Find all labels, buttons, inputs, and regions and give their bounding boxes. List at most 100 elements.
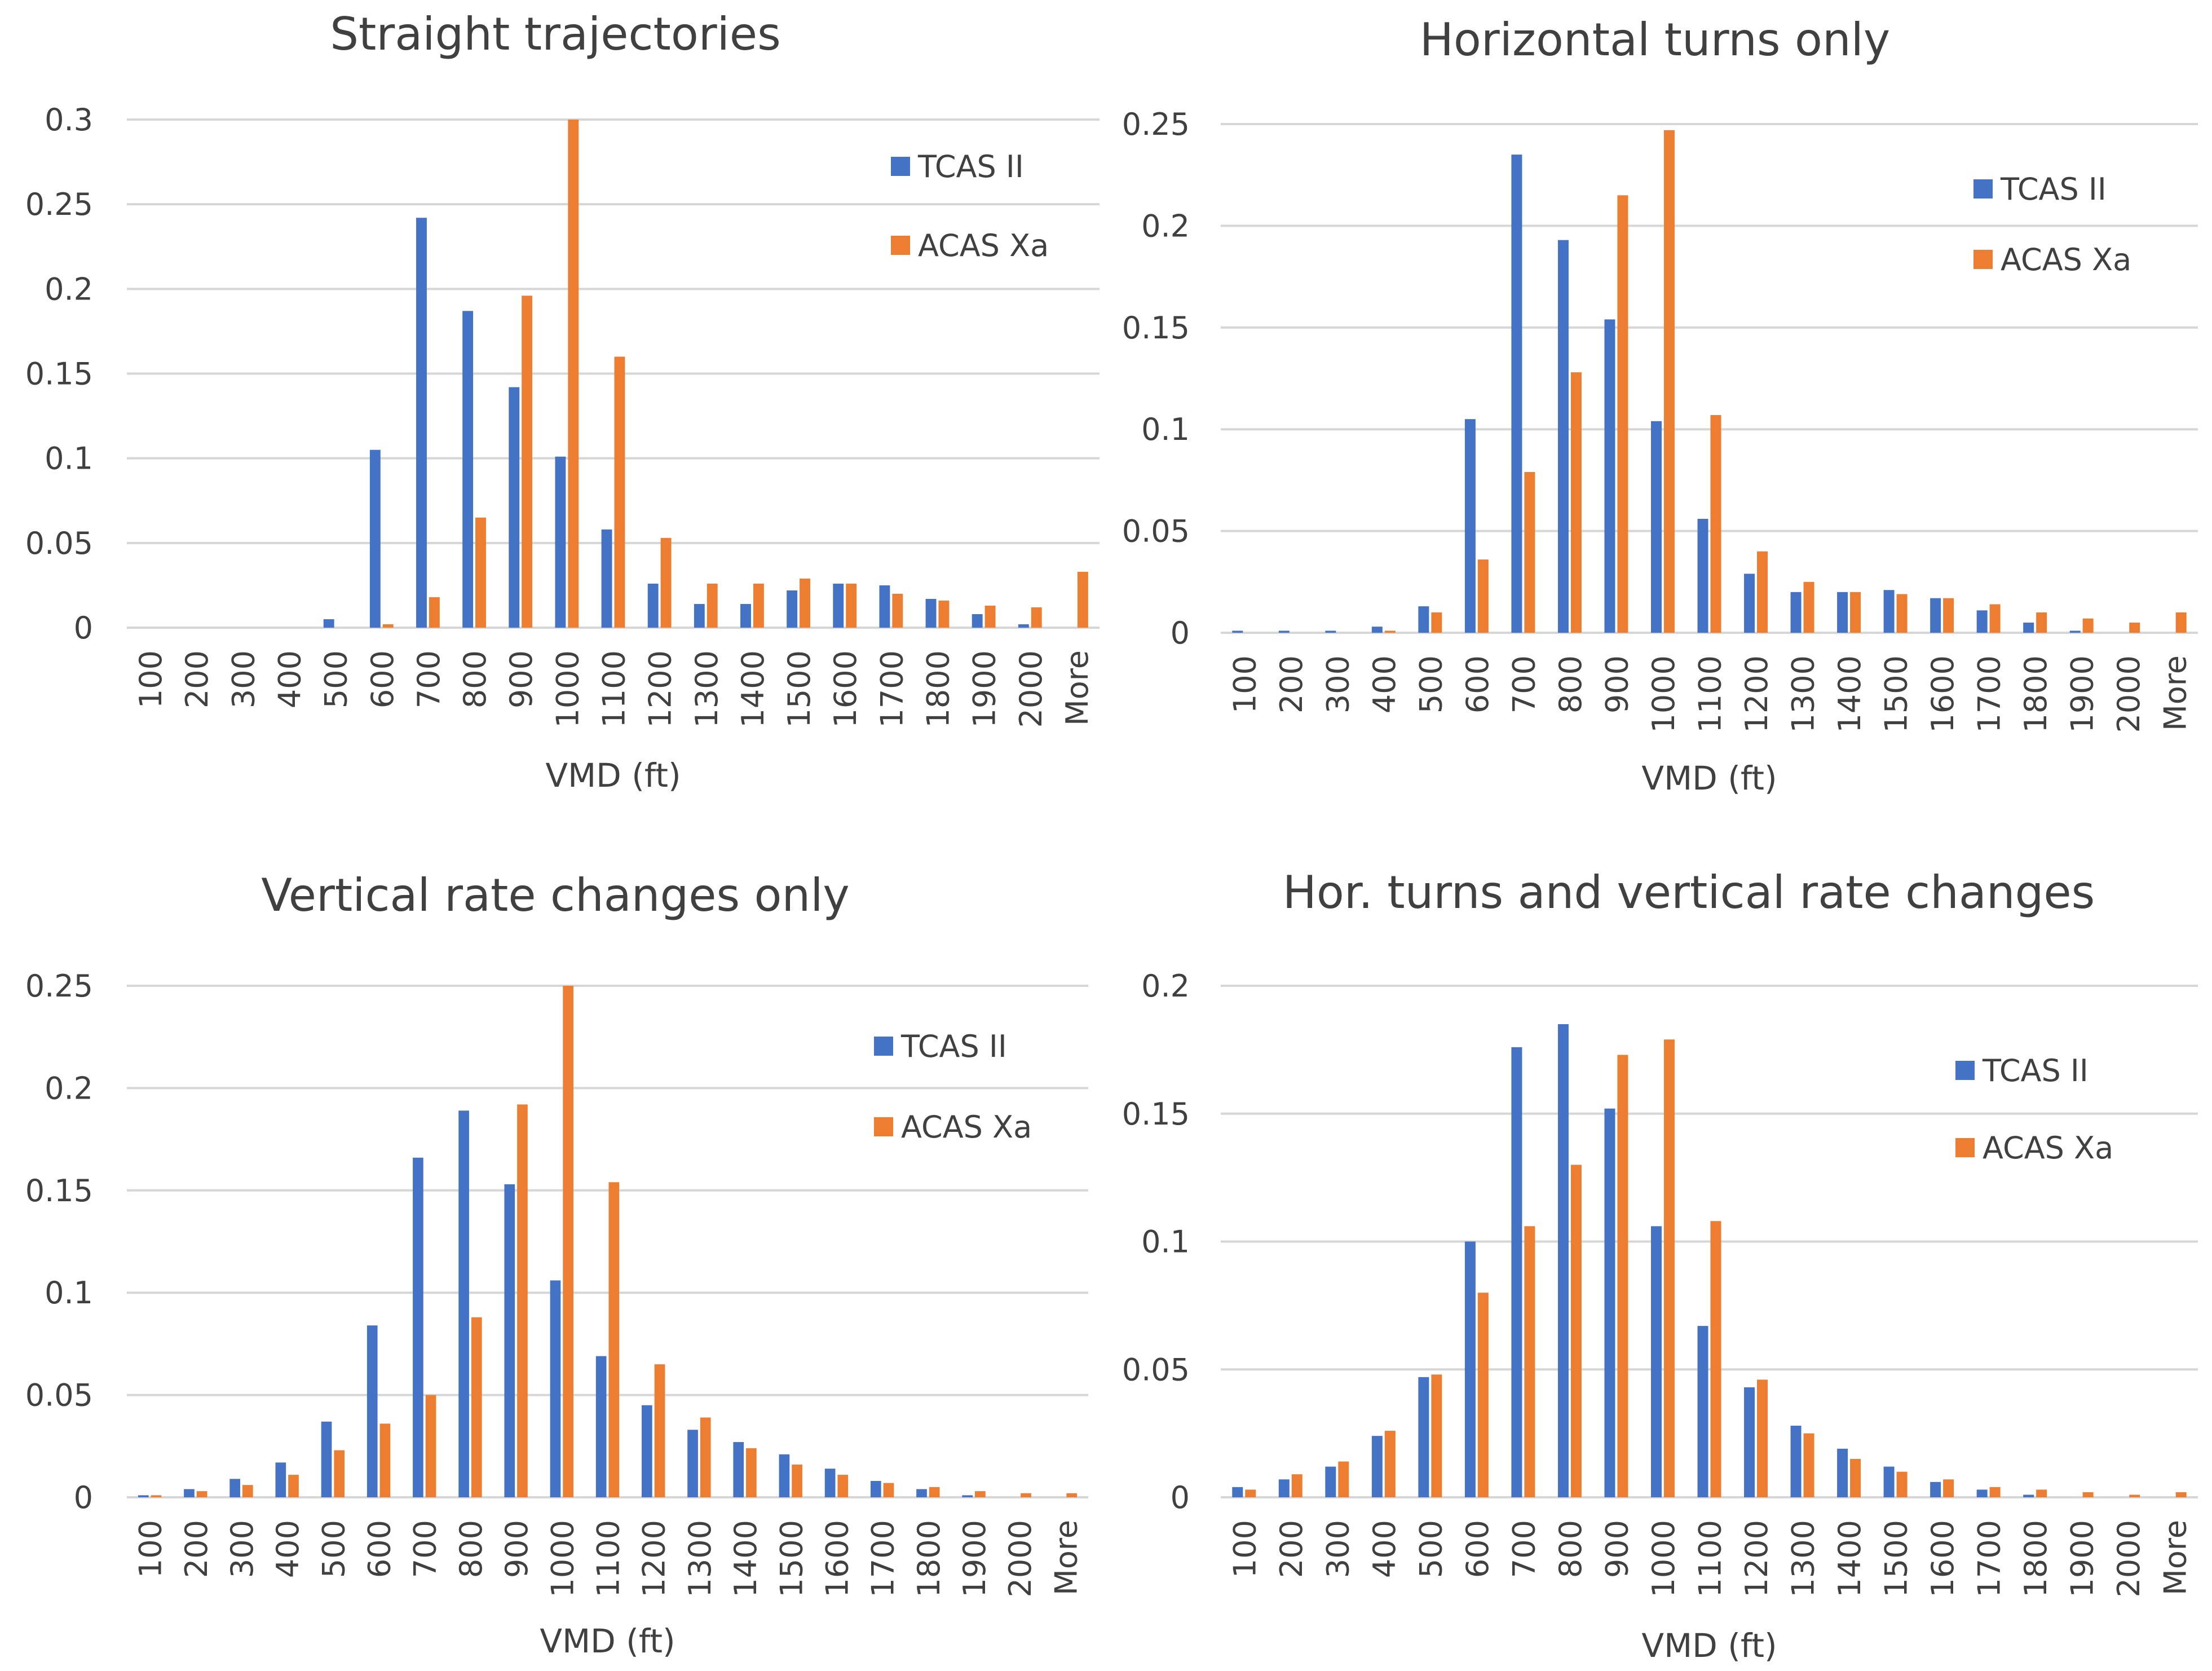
x-tick-label: 1800 — [2018, 655, 2054, 733]
bar-acas-xa — [2175, 612, 2187, 633]
legend-label: TCAS II — [2000, 171, 2107, 207]
bar-tcas-ii — [2023, 1494, 2034, 1497]
x-tick-label: 700 — [1506, 655, 1542, 713]
y-tick-label: 0.25 — [25, 968, 93, 1004]
bar-tcas-ii — [504, 1184, 515, 1497]
x-tick-label: 1800 — [911, 1520, 947, 1597]
x-tick-label: 2000 — [1013, 650, 1049, 728]
bar-acas-xa — [1570, 372, 1582, 633]
bar-acas-xa — [1524, 471, 1535, 633]
x-tick-label: 800 — [1553, 1520, 1588, 1578]
x-tick-label: 400 — [270, 1520, 306, 1578]
x-tick-label: 1400 — [735, 650, 771, 728]
bar-tcas-ii — [1837, 592, 1848, 633]
bar-acas-xa — [1066, 1493, 1078, 1497]
x-tick-label: 1300 — [1786, 1520, 1821, 1597]
x-tick-label: 900 — [1599, 1520, 1635, 1578]
bar-acas-xa — [1803, 581, 1814, 633]
bar-tcas-ii — [1790, 592, 1802, 633]
y-tick-label: 0.1 — [1141, 412, 1190, 447]
bar-acas-xa — [1757, 1379, 1768, 1497]
legend-swatch-tcas-ii — [891, 157, 910, 176]
x-tick-label: 1600 — [1925, 1520, 1961, 1597]
bar-acas-xa — [792, 1464, 802, 1497]
bar-acas-xa — [563, 986, 573, 1497]
bar-tcas-ii — [1325, 631, 1336, 633]
y-tick-label: 0 — [1171, 1480, 1190, 1515]
bar-tcas-ii — [555, 456, 566, 628]
x-tick-label: 400 — [272, 650, 308, 708]
bar-acas-xa — [1850, 592, 1861, 633]
bar-tcas-ii — [1837, 1448, 1848, 1497]
bar-tcas-ii — [550, 1280, 561, 1497]
bar-tcas-ii — [509, 387, 520, 628]
bar-acas-xa — [2129, 622, 2140, 633]
bar-tcas-ii — [647, 583, 659, 628]
x-tick-label: More — [1059, 650, 1095, 726]
x-tick-label: 100 — [133, 650, 169, 708]
x-tick-label: 1000 — [1646, 655, 1681, 733]
x-tick-label: 700 — [411, 650, 447, 708]
legend: TCAS II ACAS Xa — [891, 149, 1049, 263]
x-tick-label: 1000 — [545, 1520, 580, 1597]
x-tick-label: 300 — [226, 650, 261, 708]
bar-tcas-ii — [1418, 1377, 1429, 1497]
bar-acas-xa — [2082, 618, 2094, 633]
bar-tcas-ii — [458, 1110, 469, 1497]
legend-swatch-acas-xa — [1973, 250, 1993, 269]
bar-acas-xa — [471, 1317, 482, 1497]
x-tick-label: 1200 — [1739, 1520, 1774, 1597]
legend-swatch-tcas-ii — [1973, 179, 1993, 199]
x-tick-label: 800 — [457, 650, 493, 708]
x-tick-label: More — [2158, 1520, 2193, 1595]
y-tick-label: 0.25 — [25, 187, 93, 222]
bar-tcas-ii — [733, 1442, 744, 1497]
x-tick-label: 800 — [1553, 655, 1588, 713]
bar-acas-xa — [800, 578, 810, 628]
bar-acas-xa — [846, 583, 857, 628]
bar-acas-xa — [151, 1495, 162, 1497]
y-tick-label: 0.1 — [45, 441, 93, 477]
bar-tcas-ii — [1418, 606, 1429, 633]
x-axis-label: VMD (ft) — [545, 756, 681, 795]
y-tick-label: 0.25 — [1122, 107, 1190, 142]
x-tick-label: 1400 — [728, 1520, 763, 1597]
bar-acas-xa — [1803, 1433, 1814, 1497]
bar-acas-xa — [1617, 1055, 1628, 1497]
bar-tcas-ii — [1511, 1047, 1522, 1497]
bar-tcas-ii — [1232, 1487, 1243, 1497]
x-tick-label: 1100 — [1693, 655, 1728, 733]
x-tick-label: 1700 — [866, 1520, 901, 1597]
x-tick-label: 1000 — [1646, 1520, 1681, 1597]
x-tick-label: 700 — [408, 1520, 443, 1578]
bar-acas-xa — [1291, 1474, 1303, 1497]
y-tick-label: 0.05 — [1122, 514, 1190, 549]
bar-tcas-ii — [833, 583, 844, 628]
chart-3: Vertical rate changes only 0 0.05 0.1 0.15 0.… — [25, 869, 1088, 1660]
bar-tcas-ii — [870, 1480, 881, 1497]
bar-acas-xa — [429, 597, 440, 628]
bar-tcas-ii — [1511, 155, 1522, 633]
x-tick-label: 1500 — [774, 1520, 809, 1597]
bar-tcas-ii — [962, 1495, 973, 1497]
bar-tcas-ii — [1976, 1489, 1988, 1497]
x-tick-label: 400 — [1367, 1520, 1402, 1578]
bar-acas-xa — [1757, 551, 1768, 633]
bar-acas-xa — [837, 1475, 849, 1497]
bar-acas-xa — [334, 1450, 345, 1497]
x-tick-label: 1100 — [1693, 1520, 1728, 1597]
bar-acas-xa — [654, 1364, 665, 1497]
bar-acas-xa — [1477, 559, 1489, 633]
bar-acas-xa — [1617, 195, 1628, 633]
bar-tcas-ii — [595, 1356, 607, 1497]
x-tick-label: 600 — [1460, 1520, 1495, 1578]
bar-acas-xa — [196, 1491, 207, 1497]
bar-acas-xa — [1710, 415, 1721, 633]
y-tick-label: 0.2 — [45, 1070, 93, 1106]
bar-acas-xa — [1663, 1039, 1675, 1497]
bar-acas-xa — [1031, 607, 1042, 628]
bar-acas-xa — [1710, 1221, 1721, 1497]
bar-tcas-ii — [916, 1489, 927, 1497]
legend-swatch-acas-xa — [874, 1117, 893, 1136]
bar-tcas-ii — [1744, 574, 1755, 633]
